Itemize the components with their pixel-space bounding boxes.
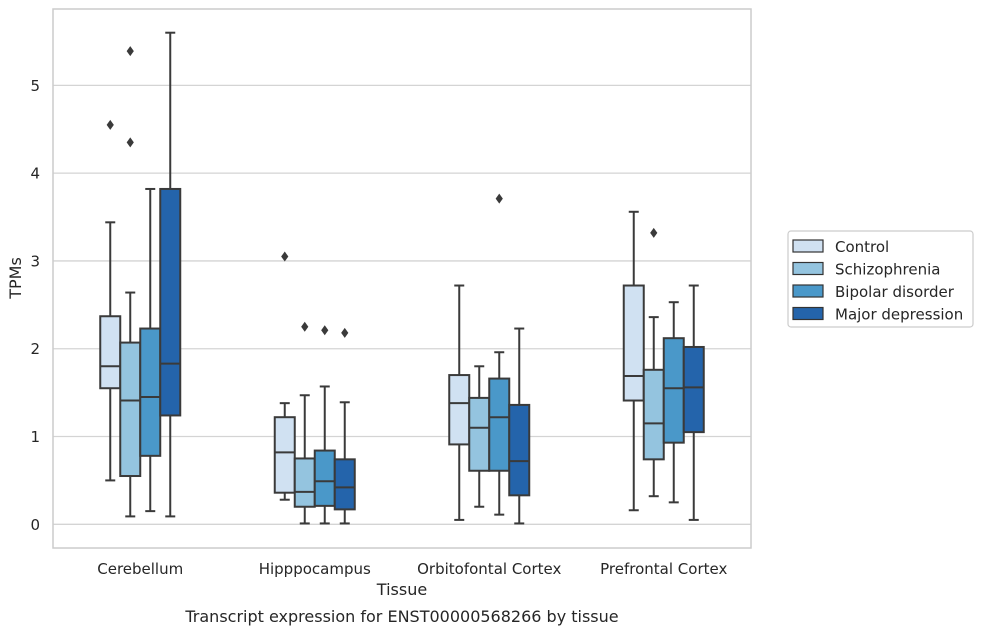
box-body bbox=[488, 377, 511, 472]
outlier-point bbox=[341, 327, 349, 338]
legend-swatch bbox=[792, 284, 824, 298]
legend-swatch bbox=[792, 306, 824, 321]
y-axis-label: TPMs bbox=[6, 257, 25, 300]
x-tick-label: Orbitofontal Cortex bbox=[417, 560, 561, 578]
plot-background bbox=[53, 9, 751, 548]
box-control bbox=[99, 119, 122, 482]
y-axis-ticks: 0 1 2 3 4 5 bbox=[30, 77, 40, 534]
outlier-point bbox=[281, 251, 289, 262]
outlier-point bbox=[126, 46, 134, 57]
outlier-point bbox=[650, 227, 658, 238]
x-tick-label: Cerebellum bbox=[97, 560, 183, 578]
figure-caption: Transcript expression for ENST0000056826… bbox=[184, 607, 618, 626]
box-body bbox=[119, 341, 142, 478]
y-tick-label: 4 bbox=[30, 165, 40, 183]
y-tick-label: 0 bbox=[30, 516, 40, 534]
outlier-point bbox=[126, 137, 134, 148]
box-schizophrenia bbox=[642, 227, 665, 498]
box-control bbox=[622, 210, 645, 512]
box-bipolar-disorder bbox=[488, 193, 511, 516]
y-tick-label: 2 bbox=[30, 340, 40, 358]
box-major-depression bbox=[159, 31, 182, 518]
box-body bbox=[273, 416, 296, 494]
box-body bbox=[448, 374, 471, 446]
legend-label: Control bbox=[835, 238, 889, 256]
x-tick-label: Hipppocampus bbox=[259, 560, 371, 578]
box-body bbox=[508, 403, 531, 497]
box-control bbox=[273, 251, 296, 501]
box-schizophrenia bbox=[468, 365, 491, 508]
box-schizophrenia bbox=[119, 46, 142, 518]
box-body bbox=[333, 458, 356, 511]
legend-label: Major depression bbox=[835, 306, 963, 324]
box-major-depression bbox=[508, 327, 531, 525]
box-body bbox=[468, 396, 491, 472]
y-tick-label: 3 bbox=[30, 252, 40, 270]
x-axis-label: Tissue bbox=[376, 580, 427, 599]
box-body bbox=[159, 187, 182, 417]
outlier-point bbox=[321, 325, 329, 336]
legend-label: Bipolar disorder bbox=[835, 283, 955, 301]
legend-swatch bbox=[792, 239, 824, 253]
box-series bbox=[99, 31, 705, 525]
legend-label: Schizophrenia bbox=[835, 261, 940, 279]
x-tick-label: Prefrontal Cortex bbox=[600, 560, 727, 578]
outlier-point bbox=[301, 321, 309, 332]
x-axis-ticks: Cerebellum Hipppocampus Orbitofontal Corte… bbox=[97, 560, 727, 578]
legend[interactable]: Control Schizophrenia Bipolar disorder Majo… bbox=[787, 230, 974, 328]
box-major-depression bbox=[333, 327, 356, 525]
plot-frame bbox=[52, 8, 752, 549]
box-body bbox=[293, 457, 316, 508]
box-body bbox=[139, 327, 162, 457]
y-tick-label: 1 bbox=[30, 428, 40, 446]
legend-swatch bbox=[792, 261, 824, 276]
box-body bbox=[662, 337, 685, 444]
outlier-point bbox=[106, 119, 114, 130]
y-tick-label: 5 bbox=[30, 77, 40, 95]
box-body bbox=[622, 284, 645, 402]
box-body bbox=[682, 345, 705, 434]
box-body bbox=[99, 315, 122, 390]
box-body bbox=[642, 368, 665, 461]
legend-frame bbox=[787, 230, 974, 328]
outlier-point bbox=[495, 193, 503, 204]
box-major-depression bbox=[682, 284, 705, 521]
box-body bbox=[313, 449, 336, 507]
box-bipolar-disorder bbox=[313, 325, 336, 525]
